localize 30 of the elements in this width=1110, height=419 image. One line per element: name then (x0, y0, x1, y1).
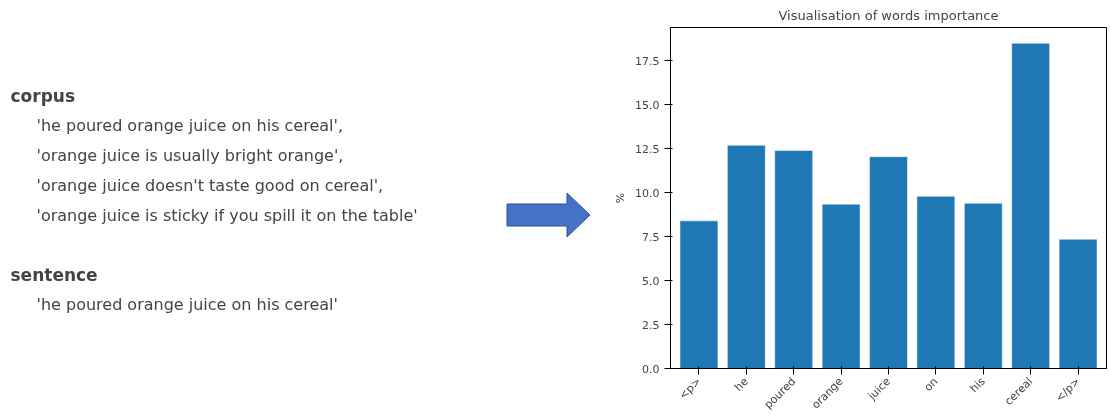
chart-title: Visualisation of words importance (778, 7, 999, 23)
text: 'orange juice doesn't taste good on cereal', (36, 176, 384, 195)
bar (1011, 43, 1050, 369)
y-tick-label: 12.5 (635, 142, 660, 156)
bar (727, 145, 766, 369)
y-tick-label: 10.0 (635, 186, 660, 200)
y-tick-label: 17.5 (635, 54, 660, 68)
y-tick-label: 15.0 (635, 98, 660, 112)
text: 'orange juice is sticky if you spill it on the table' (36, 206, 418, 225)
x-tick-label: on (921, 374, 941, 394)
text: corpus (10, 85, 76, 106)
bar (774, 150, 813, 369)
bar (821, 203, 861, 369)
bar (916, 195, 956, 369)
text: 'orange juice is usually bright orange', (36, 146, 344, 165)
y-axis-title: % (614, 192, 628, 204)
x-tick-label: he (732, 374, 752, 394)
y-tick-label: 2.5 (642, 318, 660, 332)
y-tick-label: 7.5 (642, 230, 660, 244)
text: 'he poured orange juice on his cereal' (36, 295, 338, 314)
bar (679, 220, 719, 369)
y-tick-label: 5.0 (642, 274, 660, 288)
bar (1058, 239, 1098, 369)
text: sentence (10, 264, 98, 285)
bar (869, 156, 908, 369)
y-tick-label: 0.0 (642, 362, 660, 376)
bar (964, 203, 1003, 369)
x-tick-label: his (967, 374, 989, 396)
text: 'he poured orange juice on his cereal', (36, 116, 343, 135)
x-tick-label: <p> (676, 374, 704, 403)
